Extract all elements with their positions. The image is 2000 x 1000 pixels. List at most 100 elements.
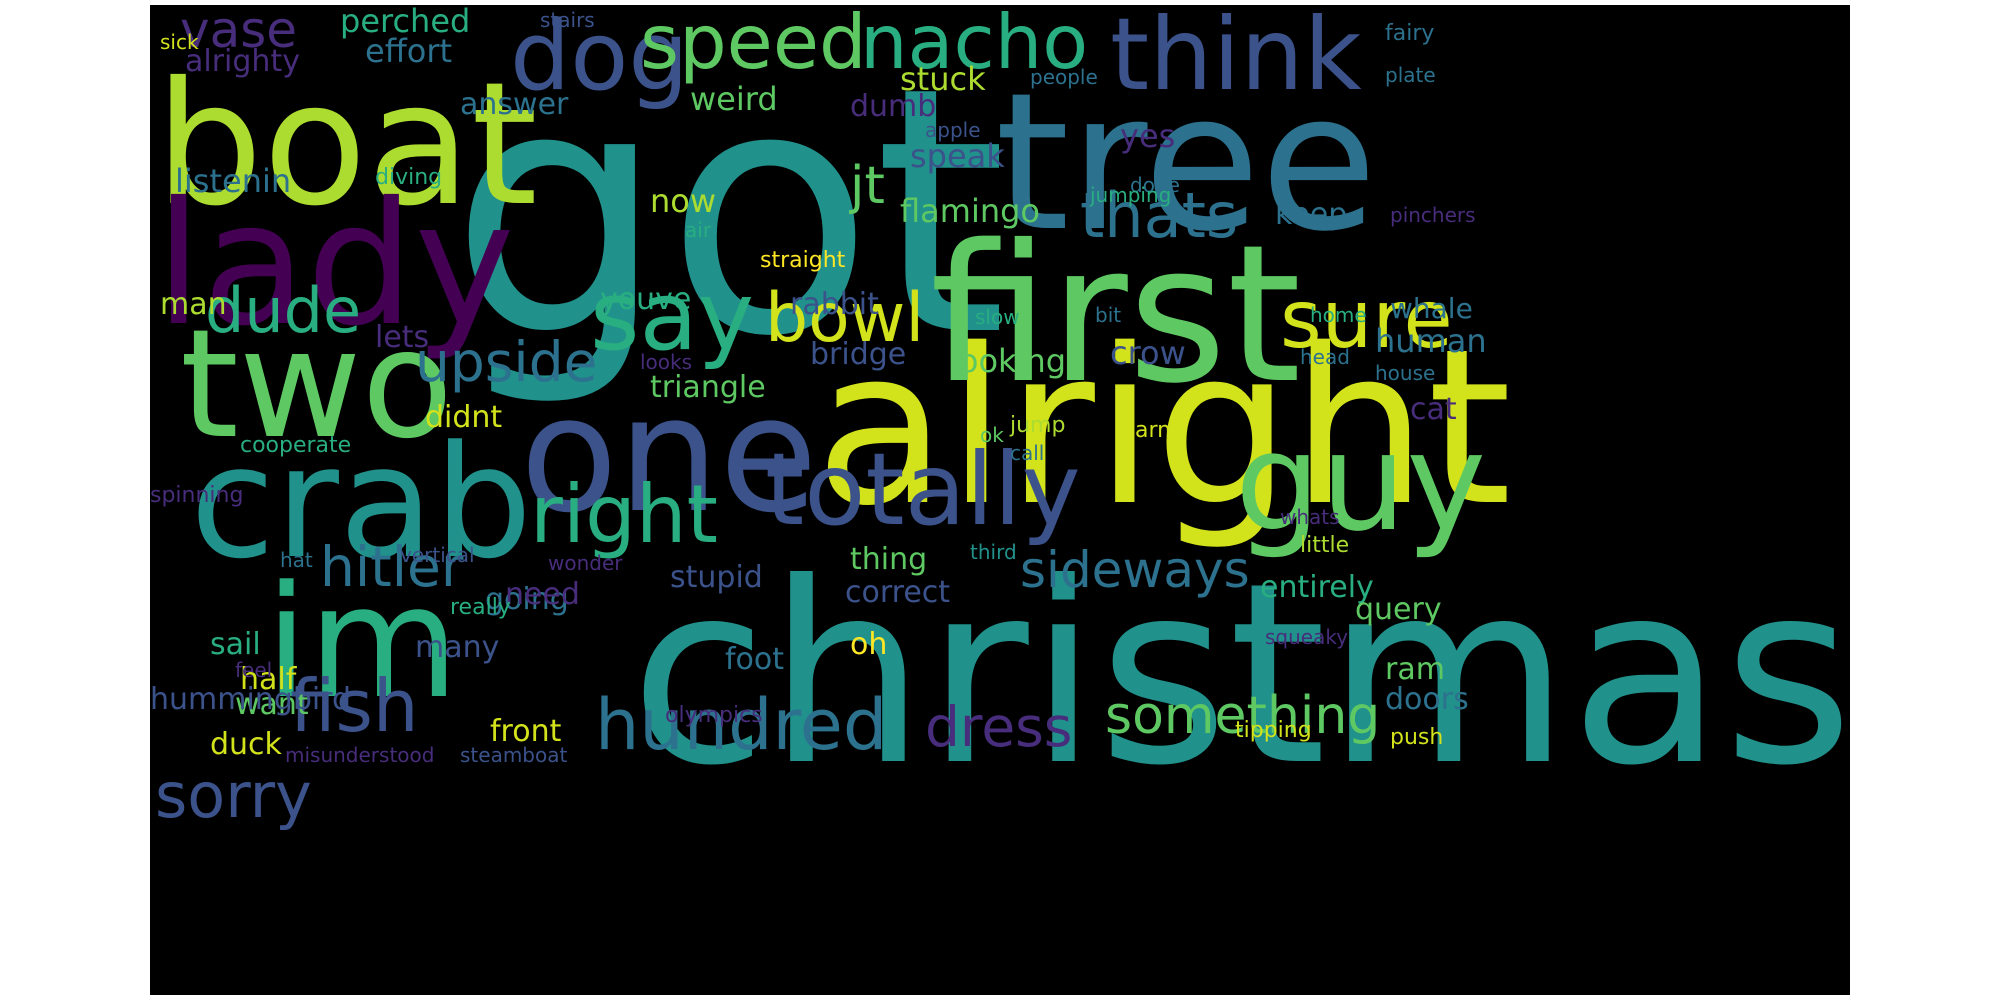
word: tree [995,52,1378,273]
word: vase [180,5,298,59]
word: thing [850,542,928,577]
word: jump [1010,413,1066,438]
word: upside [415,330,598,394]
word: sail [210,627,261,662]
word: guy [1235,404,1487,561]
word: feel [235,658,273,682]
word: perched [340,5,471,40]
word: dude [205,274,362,347]
word: fairy [1385,21,1435,46]
word: right [530,468,718,561]
word: now [650,182,717,220]
word: squeaky [1265,625,1349,649]
word: done [1130,173,1180,197]
word: call [1010,441,1045,465]
word: wonder [548,551,623,575]
word: got [450,15,1008,411]
word: listenin [175,162,292,200]
word: fish [290,664,419,748]
word: yes [1120,117,1176,155]
word: say [590,262,754,372]
word: slow [975,305,1020,329]
word: youve [600,282,692,317]
word: dog [510,5,689,112]
word: im [265,552,460,733]
word: lets [375,320,430,355]
word: one [520,361,818,548]
word: steamboat [460,743,568,767]
word: third [970,540,1017,564]
word: dumb [850,89,937,124]
word: correct [845,575,951,610]
word: ram [1385,652,1445,687]
word: head [1300,345,1350,369]
word: alright [815,302,1512,553]
word: home [1310,303,1367,327]
word: really [450,595,511,620]
word: christmas [630,529,1850,820]
word: plate [1385,63,1436,87]
word: speed [640,5,867,86]
word: want [235,687,309,722]
word: tipping [1235,718,1312,743]
word: entirely [1260,570,1374,605]
word: nacho [860,5,1089,86]
word: ok [980,423,1004,447]
word: hundred [595,684,888,766]
word: house [1375,361,1436,385]
word: whats [1280,505,1340,529]
word: duck [210,727,282,762]
word: diving [375,165,443,190]
word: lady [155,166,515,364]
word: hat [280,548,313,572]
word: whale [1390,292,1473,325]
word: two [180,298,454,472]
word: sorry [155,759,312,832]
word: cat [1410,392,1457,427]
word: push [1390,725,1444,750]
word: looks [640,350,693,374]
word: bit [1095,303,1122,327]
word: stairs [540,8,595,32]
word: bridge [810,337,907,372]
word: cooperate [240,433,352,458]
word: boat [155,46,538,244]
word: arm [1135,418,1179,443]
word: speak [910,137,1005,175]
word: stupid [670,560,763,595]
word: sure [1280,273,1453,366]
word: dress [925,695,1073,759]
word: pinchers [1390,203,1476,227]
word: need [505,577,580,612]
word: didnt [425,400,503,435]
word: straight [760,248,846,273]
word: little [1300,533,1350,558]
word: crab [190,412,533,593]
word: stuck [900,60,986,98]
word: answer [460,87,569,122]
word: doors [1385,682,1469,717]
word: oh [850,627,888,662]
word: thats [1080,179,1239,252]
word: jumping [1090,183,1172,207]
word: triangle [650,370,766,405]
word: crow [1110,334,1186,372]
word: hitler [320,535,464,599]
word: bowl [765,279,925,358]
word: apple [925,118,981,142]
word: something [1105,686,1381,746]
word-cloud: got christmas alright tree first boat la… [150,5,1850,995]
word: vertical [400,543,475,567]
word: people [1030,65,1098,89]
word: half [240,662,297,697]
word: sideways [1020,541,1250,599]
word: jt [850,156,885,216]
word: weird [690,80,778,118]
word: many [415,630,500,665]
word: alrighty [185,44,300,79]
word: air [685,218,712,242]
word: rabbit [790,287,879,322]
word: first [930,204,1302,425]
word: front [490,714,562,749]
word: hummingbird [150,682,352,717]
